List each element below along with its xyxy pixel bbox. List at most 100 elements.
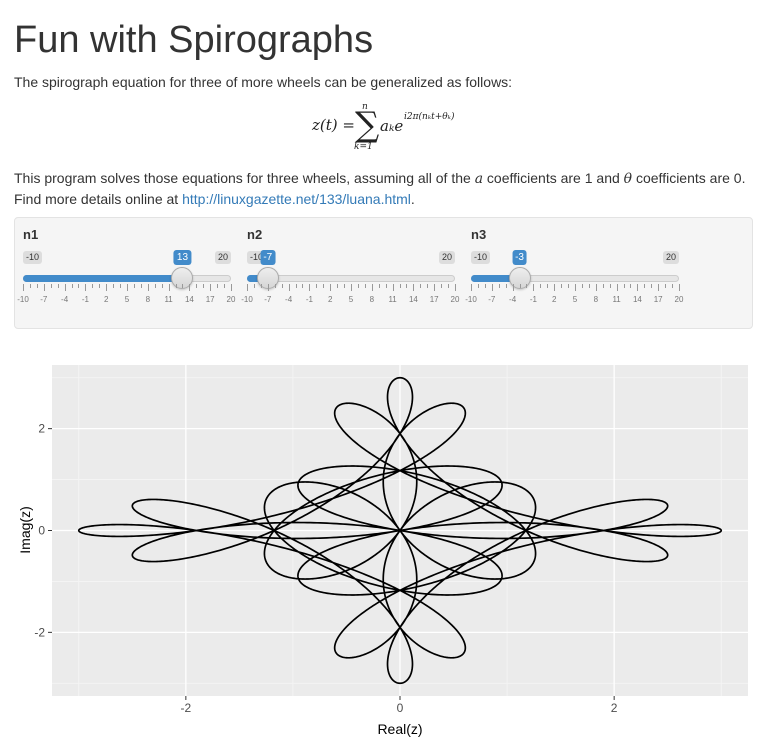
slider-tick <box>168 284 170 291</box>
slider-tick <box>679 284 680 291</box>
slider-tick <box>575 284 576 291</box>
slider-tick <box>609 284 611 288</box>
slider-tick-label: 11 <box>164 295 173 304</box>
slider-tick <box>217 284 219 288</box>
slider-tick <box>231 284 232 291</box>
slider-tick <box>57 284 59 288</box>
slider-tick-label: -1 <box>529 295 537 304</box>
slider-tick <box>588 284 590 288</box>
slider-tick <box>43 284 45 291</box>
equation-upper-limit: n <box>362 102 368 112</box>
slider-tick <box>554 284 556 291</box>
slider-panel: n1 -10 20 13 -10 -7 -4 -1 2 5 8 11 14 17 20 n2 -10 20 -7 -1… <box>14 217 753 329</box>
slider-tick <box>106 284 108 291</box>
slider-tick <box>364 284 366 288</box>
slider-tick <box>351 284 352 291</box>
slider-tick <box>323 284 325 288</box>
slider-tick <box>623 284 625 288</box>
x-axis-title: Real(z) <box>377 721 422 737</box>
description-text: This program solves those equations for … <box>14 168 759 209</box>
slider-tick <box>441 284 443 288</box>
slider-tick <box>140 284 142 288</box>
slider-tick-label: 8 <box>593 295 599 304</box>
slider-tick <box>330 284 332 291</box>
slider-tick <box>420 284 422 288</box>
slider-tick <box>133 284 135 288</box>
slider-tick <box>406 284 408 288</box>
slider-tick <box>36 284 38 288</box>
slider-tick-label: 5 <box>572 295 578 304</box>
details-link[interactable]: http://linuxgazette.net/133/luana.html <box>182 191 411 207</box>
desc-part-1: This program solves those equations for … <box>14 170 475 186</box>
slider-tick <box>434 284 436 291</box>
slider-tick <box>189 284 191 291</box>
sigma-symbol: ∑ <box>355 105 380 145</box>
slider-tick <box>196 284 198 288</box>
slider-tick-label: 14 <box>184 295 194 304</box>
slider-tick-label: 5 <box>124 295 130 304</box>
slider-tick-label: 14 <box>632 295 642 304</box>
slider-tick <box>616 284 618 291</box>
slider-tick-label: -1 <box>305 295 313 304</box>
slider-tick <box>274 284 276 288</box>
slider-tick-label: 5 <box>348 295 354 304</box>
slider-tick <box>484 284 486 288</box>
slider-tick <box>658 284 660 291</box>
slider-tick <box>526 284 528 288</box>
intro-text: The spirograph equation for three of mor… <box>14 74 513 90</box>
major-gridlines <box>52 365 748 696</box>
y-tick-label: 2 <box>38 422 45 436</box>
slider-n1: n1 -10 20 13 -10 -7 -4 -1 2 5 8 11 14 17 20 <box>17 218 235 330</box>
slider-tick <box>581 284 583 288</box>
slider-tick-label: -7 <box>264 295 272 304</box>
slider-fill <box>23 275 183 282</box>
page-title: Fun with Spirographs <box>14 19 374 61</box>
slider-min-badge: -10 <box>23 251 43 264</box>
slider-tick-label: 14 <box>408 295 418 304</box>
slider-tick <box>344 284 346 288</box>
slider-tick <box>561 284 563 288</box>
slider-tick <box>175 284 177 288</box>
slider-tick <box>455 284 456 291</box>
slider-max-badge: 20 <box>439 251 456 264</box>
slider-tick <box>78 284 80 288</box>
desc-part-2: coefficients are 1 and <box>483 170 624 186</box>
slider-tick-label: -10 <box>241 295 253 304</box>
slider-handle[interactable] <box>171 267 194 289</box>
desc-part-3: coefficients are 0. Find more details on… <box>14 170 746 207</box>
slider-tick-label: 17 <box>653 295 663 304</box>
slider-n2: n2 -10 20 -7 -10 -7 -4 -1 2 5 8 11 14 17 20 <box>241 218 459 330</box>
slider-tick <box>644 284 646 288</box>
slider-tick <box>568 284 570 288</box>
slider-tick <box>295 284 297 288</box>
slider-tick <box>357 284 359 288</box>
slider-tick-label: 20 <box>674 295 684 304</box>
slider-tick <box>127 284 128 291</box>
slider-tick <box>64 284 66 291</box>
slider-tick-label: 2 <box>103 295 109 304</box>
slider-tick <box>630 284 632 288</box>
slider-label: n1 <box>23 227 39 242</box>
axis-ticks: -2 0 2 -2 0 2 <box>34 422 617 715</box>
slider-tick <box>498 284 500 288</box>
slider-value-badge: -7 <box>260 250 276 265</box>
slider-tick-label: -1 <box>81 295 89 304</box>
slider-tick-label: -10 <box>465 295 477 304</box>
slider-tick <box>399 284 401 288</box>
slider-tick-label: 8 <box>145 295 151 304</box>
y-tick-label: 0 <box>38 524 45 538</box>
theta-symbol: θ <box>623 171 633 187</box>
slider-tick <box>385 284 387 288</box>
slider-tick-label: -10 <box>17 295 29 304</box>
slider-tick-label: 2 <box>327 295 333 304</box>
slider-value-badge: 13 <box>173 250 192 265</box>
slider-handle[interactable] <box>508 267 531 289</box>
slider-tick <box>113 284 115 288</box>
slider-tick <box>281 284 283 288</box>
slider-tick <box>665 284 667 288</box>
x-tick-label: 2 <box>611 701 618 715</box>
slider-tick-label: 8 <box>369 295 375 304</box>
slider-tick <box>247 284 248 291</box>
slider-tick <box>547 284 549 288</box>
slider-max-badge: 20 <box>215 251 232 264</box>
